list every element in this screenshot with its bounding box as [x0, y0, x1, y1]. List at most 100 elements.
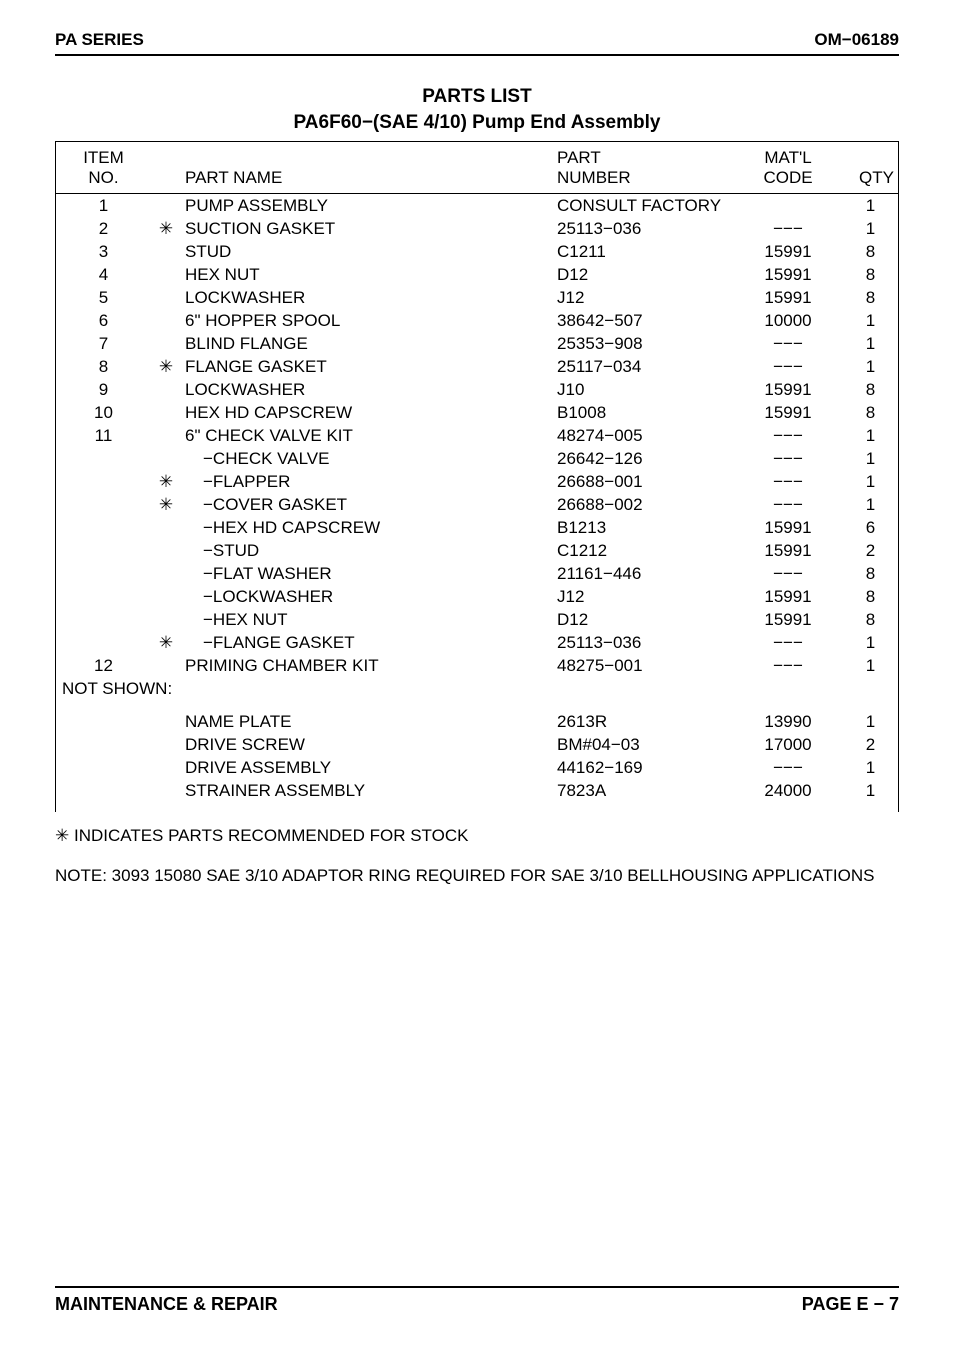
- cell-matl: −−−: [733, 447, 843, 470]
- cell-matl: 15991: [733, 378, 843, 401]
- cell-part: J12: [553, 585, 733, 608]
- cell-qty: 1: [843, 470, 898, 493]
- cell-qty: 1: [843, 710, 898, 733]
- cell-matl: 15991: [733, 401, 843, 424]
- cell-item: 11: [56, 424, 151, 447]
- cell-matl: 10000: [733, 309, 843, 332]
- cell-part: 7823A: [553, 779, 733, 802]
- cell-item: 12: [56, 654, 151, 677]
- cell-qty: 8: [843, 562, 898, 585]
- table-row: ✳−COVER GASKET26688−002−−−1: [56, 493, 898, 516]
- cell-matl: −−−: [733, 355, 843, 378]
- cell-matl: 15991: [733, 516, 843, 539]
- cell-part: C1211: [553, 240, 733, 263]
- cell-name: −FLAPPER: [181, 470, 553, 493]
- footnote: ✳ INDICATES PARTS RECOMMENDED FOR STOCK: [55, 826, 899, 846]
- title-block: PARTS LIST PA6F60−(SAE 4/10) Pump End As…: [55, 84, 899, 135]
- cell-star: [151, 733, 181, 756]
- cell-matl: 15991: [733, 608, 843, 631]
- table-row: 8✳FLANGE GASKET25117−034−−−1: [56, 355, 898, 378]
- cell-name: −FLANGE GASKET: [181, 631, 553, 654]
- cell-item: 2: [56, 217, 151, 240]
- cell-part: B1213: [553, 516, 733, 539]
- cell-name: HEX HD CAPSCREW: [181, 401, 553, 424]
- cell-item: [56, 447, 151, 470]
- cell-qty: 6: [843, 516, 898, 539]
- cell-star: [151, 654, 181, 677]
- cell-name: NAME PLATE: [181, 710, 553, 733]
- cell-part: B1008: [553, 401, 733, 424]
- cell-part: 48274−005: [553, 424, 733, 447]
- cell-qty: 1: [843, 217, 898, 240]
- col-star-header: [151, 142, 181, 194]
- cell-item: [56, 608, 151, 631]
- cell-name: −HEX NUT: [181, 608, 553, 631]
- cell-item: 7: [56, 332, 151, 355]
- cell-name: DRIVE ASSEMBLY: [181, 756, 553, 779]
- spacer-row: [56, 700, 898, 710]
- cell-part: 26688−002: [553, 493, 733, 516]
- cell-item: 5: [56, 286, 151, 309]
- cell-matl: 15991: [733, 585, 843, 608]
- table-row: ✳−FLAPPER26688−001−−−1: [56, 470, 898, 493]
- title-line2: PA6F60−(SAE 4/10) Pump End Assembly: [55, 110, 899, 136]
- cell-part: 25113−036: [553, 217, 733, 240]
- cell-qty: 1: [843, 447, 898, 470]
- cell-part: 48275−001: [553, 654, 733, 677]
- spacer-row: [56, 802, 898, 812]
- cell-star: [151, 608, 181, 631]
- cell-part: J10: [553, 378, 733, 401]
- cell-item: 1: [56, 194, 151, 218]
- cell-matl: 15991: [733, 240, 843, 263]
- table-row: 7BLIND FLANGE25353−908−−−1: [56, 332, 898, 355]
- table-head: ITEMNO. PART NAME PARTNUMBER MAT'LCODE Q…: [56, 142, 898, 194]
- cell-item: 6: [56, 309, 151, 332]
- cell-qty: 1: [843, 779, 898, 802]
- cell-star: [151, 585, 181, 608]
- cell-matl: −−−: [733, 631, 843, 654]
- table-row: 9LOCKWASHERJ10159918: [56, 378, 898, 401]
- cell-part: 44162−169: [553, 756, 733, 779]
- title-line1: PARTS LIST: [55, 84, 899, 110]
- cell-star: [151, 401, 181, 424]
- col-matl-header: MAT'LCODE: [733, 142, 843, 194]
- table-row: −HEX HD CAPSCREWB1213159916: [56, 516, 898, 539]
- parts-table: ITEMNO. PART NAME PARTNUMBER MAT'LCODE Q…: [56, 142, 898, 812]
- cell-item: [56, 585, 151, 608]
- table-row: STRAINER ASSEMBLY7823A240001: [56, 779, 898, 802]
- cell-matl: −−−: [733, 424, 843, 447]
- cell-star: [151, 447, 181, 470]
- cell-part: 25353−908: [553, 332, 733, 355]
- cell-item: 3: [56, 240, 151, 263]
- cell-name: −FLAT WASHER: [181, 562, 553, 585]
- table-row: NAME PLATE2613R139901: [56, 710, 898, 733]
- cell-star: [151, 539, 181, 562]
- table-row: 3STUDC1211159918: [56, 240, 898, 263]
- cell-item: [56, 562, 151, 585]
- cell-star: [151, 194, 181, 218]
- note: NOTE: 3093 15080 SAE 3/10 ADAPTOR RING R…: [55, 866, 899, 886]
- cell-star: [151, 378, 181, 401]
- cell-name: FLANGE GASKET: [181, 355, 553, 378]
- cell-item: [56, 516, 151, 539]
- cell-part: BM#04−03: [553, 733, 733, 756]
- col-part-header: PARTNUMBER: [553, 142, 733, 194]
- table-row: 12PRIMING CHAMBER KIT48275−001−−−1: [56, 654, 898, 677]
- cell-name: SUCTION GASKET: [181, 217, 553, 240]
- table-row: −LOCKWASHERJ12159918: [56, 585, 898, 608]
- cell-qty: 8: [843, 401, 898, 424]
- cell-name: STRAINER ASSEMBLY: [181, 779, 553, 802]
- table-row: 10HEX HD CAPSCREWB1008159918: [56, 401, 898, 424]
- cell-qty: 1: [843, 756, 898, 779]
- cell-star: [151, 309, 181, 332]
- table-row: −STUDC1212159912: [56, 539, 898, 562]
- cell-qty: 8: [843, 240, 898, 263]
- table-row: 1PUMP ASSEMBLYCONSULT FACTORY1: [56, 194, 898, 218]
- cell-name: HEX NUT: [181, 263, 553, 286]
- cell-name: −STUD: [181, 539, 553, 562]
- cell-name: 6" HOPPER SPOOL: [181, 309, 553, 332]
- cell-item: [56, 631, 151, 654]
- cell-matl: −−−: [733, 332, 843, 355]
- cell-star: ✳: [151, 355, 181, 378]
- col-item-header: ITEMNO.: [56, 142, 151, 194]
